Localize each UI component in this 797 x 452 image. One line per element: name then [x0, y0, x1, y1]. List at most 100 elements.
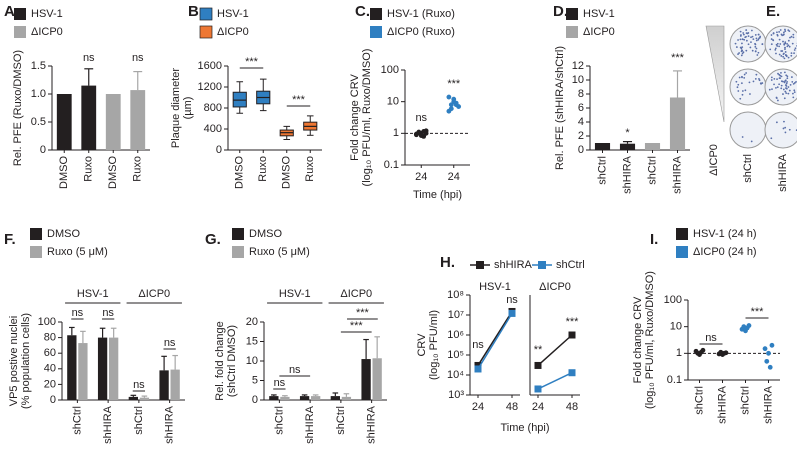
legend-label: HSV-1: [583, 8, 615, 20]
plaque: [776, 78, 778, 80]
plaque: [745, 29, 747, 31]
bar: [98, 338, 107, 400]
point: [764, 359, 769, 364]
subtitle: HSV-1: [479, 281, 511, 293]
plaque: [757, 39, 759, 41]
marker: [535, 362, 542, 369]
plaque: [778, 45, 780, 47]
panel-label: G.: [205, 231, 221, 248]
plaque: [744, 36, 746, 38]
legend-label: ΔICP0: [217, 26, 249, 38]
plaque: [755, 44, 757, 46]
legend-swatch: [676, 228, 688, 240]
plaque: [739, 98, 741, 100]
group-label: ΔICP0: [340, 288, 372, 300]
plaque: [752, 36, 754, 38]
plaque: [747, 33, 749, 35]
plaque: [784, 91, 786, 93]
x-tick-label: DMSO: [107, 156, 119, 189]
x-tick-label: shCtrl: [71, 406, 83, 435]
plaque: [769, 48, 771, 50]
y-tick-label: 0: [50, 394, 56, 406]
plaque: [772, 40, 774, 42]
y-tick-label: 10: [387, 96, 399, 108]
x-tick-label: Ruxo: [257, 156, 269, 182]
plaque: [779, 77, 781, 79]
plaque: [786, 81, 788, 83]
plaque: [791, 52, 793, 54]
y-axis-label: (log₁₀ PFU/ml, Ruxo/DMSO): [361, 49, 373, 187]
well: [765, 112, 797, 148]
legend-label: Ruxo (5 μM): [47, 246, 108, 258]
x-tick-label: shCtrl: [133, 406, 145, 435]
legend-marker: [476, 261, 484, 269]
plaque: [748, 43, 750, 45]
point: [424, 131, 429, 136]
plaque: [781, 80, 783, 82]
bar: [57, 94, 72, 150]
plaque: [758, 34, 760, 36]
well: [765, 69, 797, 105]
x-tick-label: shHIRA: [762, 385, 774, 424]
plaque: [783, 34, 785, 36]
plaque: [740, 31, 742, 33]
legend-swatch: [370, 26, 382, 38]
bar: [331, 396, 340, 400]
plaque: [777, 43, 779, 45]
annotation: ns: [164, 337, 176, 349]
plaque: [745, 50, 747, 52]
x-tick-label: shHIRA: [716, 385, 728, 424]
x-tick-label: shHIRA: [777, 153, 789, 192]
y-tick-label: 10⁵: [447, 349, 464, 361]
y-axis-label: (shCtrl DMSO): [226, 325, 238, 397]
plaque: [740, 35, 742, 37]
plaque: [784, 72, 786, 74]
plaque: [783, 53, 785, 55]
point: [449, 106, 454, 111]
annotation: ns: [133, 379, 145, 391]
plaque: [786, 45, 788, 47]
plaque: [783, 43, 785, 45]
plaque: [752, 38, 754, 40]
x-tick-label: shHIRA: [304, 405, 316, 444]
legend-label: HSV-1 (24 h): [693, 228, 757, 240]
point: [766, 351, 771, 356]
plaque: [742, 94, 744, 96]
plaque: [779, 43, 781, 45]
point: [446, 95, 451, 100]
y-tick-label: 100: [38, 316, 56, 328]
legend-swatch: [14, 26, 26, 38]
plaque: [742, 38, 744, 40]
marker: [569, 369, 576, 376]
plaque: [777, 35, 779, 37]
x-tick-label: shCtrl: [739, 386, 751, 415]
plaque: [789, 46, 791, 48]
bar: [140, 398, 149, 400]
marker: [569, 332, 576, 339]
x-tick-label: shCtrl: [596, 156, 608, 185]
plaque: [736, 46, 738, 48]
y-tick-label: 40: [44, 363, 56, 375]
panel-label: I.: [650, 231, 658, 248]
annotation: ***: [350, 320, 364, 332]
legend-swatch: [200, 8, 212, 20]
plaque: [780, 29, 782, 31]
plaque: [793, 83, 795, 85]
bar: [109, 338, 118, 400]
x-tick-label: DMSO: [281, 156, 293, 189]
y-tick-label: 0: [252, 394, 258, 406]
plaque: [784, 57, 786, 59]
bar: [373, 358, 382, 400]
y-axis-label: Fold change CRV: [349, 74, 361, 161]
bar: [130, 90, 145, 150]
x-tick-label: 24: [472, 401, 484, 413]
plaque: [793, 52, 795, 54]
y-tick-label: 5: [252, 374, 258, 386]
plaque: [795, 47, 797, 49]
plaque: [791, 36, 793, 38]
bar: [106, 94, 121, 150]
plaque: [750, 41, 752, 43]
point: [768, 365, 773, 370]
plaque: [780, 72, 782, 74]
